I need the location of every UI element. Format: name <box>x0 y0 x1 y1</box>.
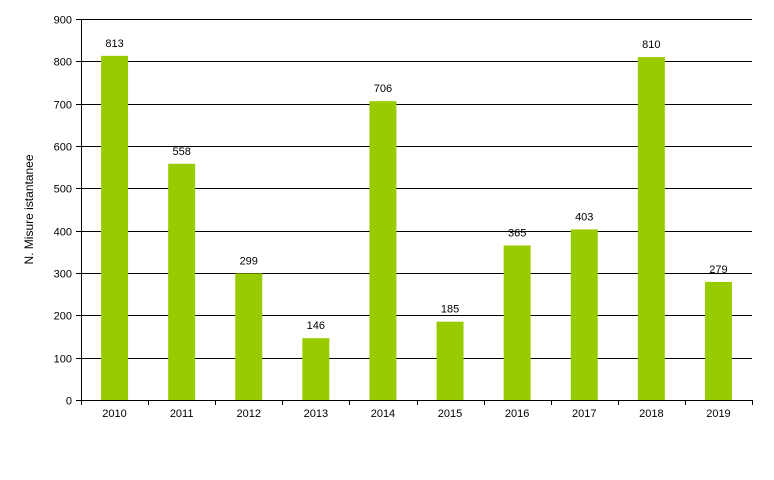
bars <box>101 55 732 401</box>
x-tick-label: 2013 <box>304 408 328 420</box>
x-tick-label: 2010 <box>102 408 126 420</box>
x-tick-label: 2011 <box>170 408 194 420</box>
data-label: 810 <box>642 39 660 51</box>
y-tick-label: 700 <box>54 100 72 112</box>
y-tick-label: 200 <box>54 311 72 323</box>
y-tick-label: 800 <box>54 57 72 69</box>
y-tick-label: 300 <box>54 269 72 281</box>
x-axis-ticks: 2010 2011 2012 2013 2014 2015 2016 2017 2018 2019 <box>81 400 753 420</box>
x-tick-label: 2019 <box>706 408 730 420</box>
y-axis-ticks: 0 100 200 300 400 500 600 700 800 900 <box>54 15 81 408</box>
bar <box>101 55 129 401</box>
x-tick-label: 2016 <box>505 408 529 420</box>
bar <box>570 229 598 400</box>
data-label: 185 <box>441 304 459 316</box>
data-label: 706 <box>374 83 392 95</box>
data-label: 558 <box>172 146 190 158</box>
x-tick-label: 2017 <box>572 408 596 420</box>
bar <box>503 245 531 400</box>
y-tick-label: 900 <box>54 15 72 27</box>
x-tick-label: 2014 <box>371 408 395 420</box>
bar <box>369 101 397 401</box>
x-tick-label: 2018 <box>639 408 663 420</box>
bar <box>436 321 464 400</box>
data-label: 365 <box>508 227 526 239</box>
data-label: 813 <box>105 38 123 50</box>
data-label: 403 <box>575 211 593 223</box>
x-tick-label: 2012 <box>237 408 261 420</box>
y-tick-label: 600 <box>54 142 72 154</box>
x-tick-label: 2015 <box>438 408 462 420</box>
bar <box>168 163 196 400</box>
y-tick-label: 100 <box>54 354 72 366</box>
y-tick-label: 0 <box>66 396 72 408</box>
bar <box>302 338 330 400</box>
y-axis-label: N. Misure istantanee <box>22 154 36 264</box>
data-labels: 813 558 299 146 706 185 365 403 810 279 <box>105 38 727 332</box>
bar <box>235 273 263 400</box>
data-label: 279 <box>709 264 727 276</box>
bar <box>704 281 732 400</box>
y-tick-label: 400 <box>54 227 72 239</box>
y-tick-label: 500 <box>54 184 72 196</box>
bar <box>637 57 665 400</box>
data-label: 299 <box>240 255 258 267</box>
data-label: 146 <box>307 320 325 332</box>
